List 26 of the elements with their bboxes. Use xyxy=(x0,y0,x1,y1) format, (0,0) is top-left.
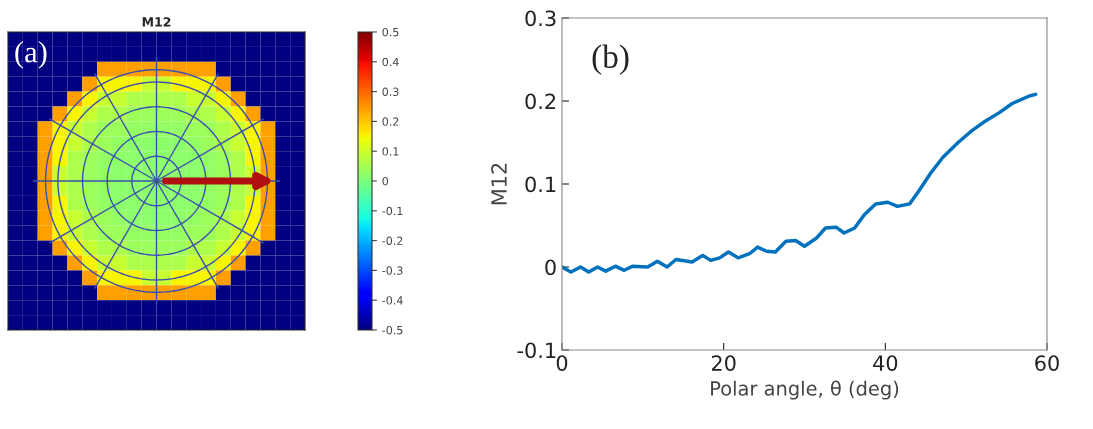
y-tick-label: 0.1 xyxy=(525,176,556,193)
annotation: (b) xyxy=(592,44,629,75)
y-tick-label: 0.3 xyxy=(525,10,556,27)
color-bar-label: -0.3 xyxy=(382,266,403,275)
color-bar-label: 0.4 xyxy=(382,57,399,67)
y-tick-label: 0.2 xyxy=(525,93,556,110)
x-tick-label: 40 xyxy=(873,355,898,371)
x-tick-label: 0 xyxy=(556,355,568,371)
color-bar-label: 0.1 xyxy=(382,147,399,156)
color-bar-label: -0.2 xyxy=(382,236,403,245)
annotation: (a) xyxy=(15,40,47,69)
x-tick-label: 20 xyxy=(711,355,736,371)
color-bar-label: -0.1 xyxy=(382,206,403,216)
color-bar-label: 0.2 xyxy=(382,117,399,126)
color-bar-label: -0.5 xyxy=(382,325,403,335)
color-bar-label: -0.4 xyxy=(382,296,403,305)
color-bar-label: 0 xyxy=(382,176,389,186)
line-series xyxy=(562,92,1038,274)
x-tick-label: 60 xyxy=(1035,355,1059,371)
y-tick-label: -0.1 xyxy=(517,342,556,359)
x-axis-title: Polar angle, θ (deg) xyxy=(711,380,899,400)
chart-title: M12 xyxy=(142,17,171,27)
color-bar-label: 0.3 xyxy=(382,87,399,96)
y-axis-title: M12 xyxy=(491,163,507,205)
y-tick-label: 0 xyxy=(545,259,556,276)
color-bar-label: 0.5 xyxy=(382,27,399,37)
